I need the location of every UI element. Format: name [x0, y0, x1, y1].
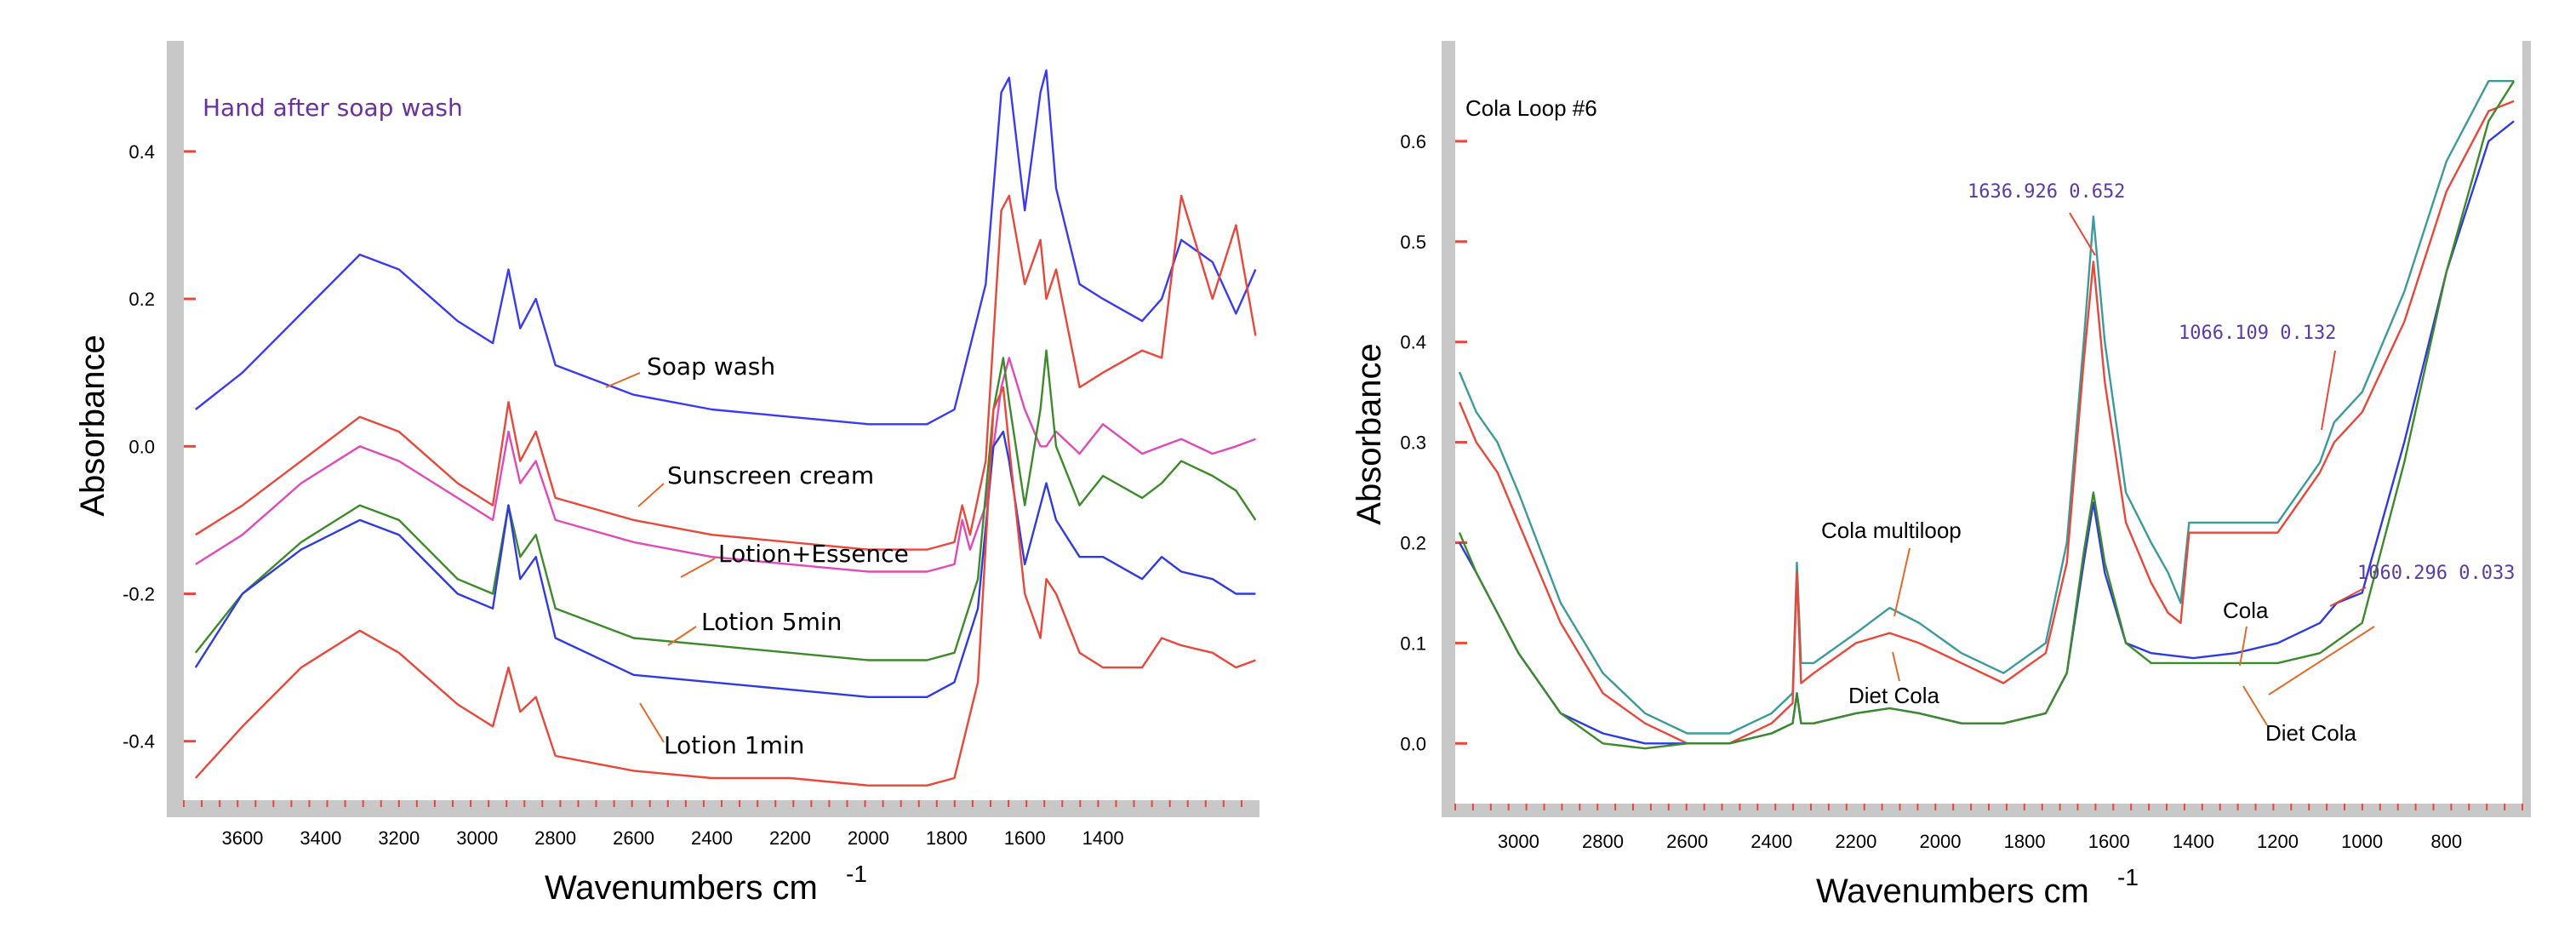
- left-x-tick-label: 3000: [456, 827, 498, 849]
- left-x-tick-label: 2400: [691, 827, 733, 849]
- right-x-tick-label: 1600: [2088, 831, 2130, 852]
- left-y-tick-label: 0.4: [129, 141, 155, 163]
- right-x-axis-sup: -1: [2117, 864, 2139, 890]
- right-x-tick-label: 2200: [1835, 831, 1876, 852]
- left-y-tick-label: 0.2: [129, 289, 155, 310]
- right-y-ticks: 0.6 0.5 0.4 0.3 0.2 0.1 0.0: [1400, 131, 1467, 754]
- right-ann-diet-cola-1: Diet Cola: [1848, 683, 1939, 708]
- left-chart: 0.4 0.2 0.0 -0.2 -0.4 3600 3400 3200 3000 2800 26…: [74, 41, 1259, 907]
- left-x-tick-label: 3200: [378, 827, 420, 849]
- left-x-axis-title: Wavenumbers cm: [545, 869, 818, 907]
- right-x-tick-label: 2600: [1666, 831, 1708, 852]
- left-x-tick-label: 3400: [300, 827, 341, 849]
- left-series: [194, 69, 1257, 787]
- right-x-tick-label: 2000: [1920, 831, 1962, 852]
- right-y-tick-label: 0.3: [1400, 432, 1426, 454]
- right-y-axis-bar: [1442, 41, 1455, 817]
- left-y-ticks: 0.4 0.2 0.0 -0.2 -0.4: [123, 141, 196, 753]
- right-plot-title: Cola Loop #6: [1465, 95, 1597, 121]
- left-ann-sunscreen: Sunscreen cream: [667, 461, 874, 489]
- right-x-tick-label: 800: [2430, 831, 2462, 852]
- right-ann-cola: Cola: [2223, 598, 2269, 623]
- right-series-line-2: [1458, 120, 2515, 745]
- left-series-line-0: [195, 69, 1257, 426]
- left-series-line-3: [194, 349, 1257, 661]
- right-x-tick-label: 1400: [2173, 831, 2214, 852]
- right-x-tick-label: 1000: [2341, 831, 2383, 852]
- left-series-line-1: [195, 194, 1257, 551]
- right-x-axis-bar: [1442, 804, 2531, 817]
- right-y-tick-label: 0.0: [1400, 733, 1426, 754]
- left-plot-title: Hand after soap wash: [203, 94, 463, 122]
- right-x-tick-label: 1800: [2004, 831, 2046, 852]
- right-series: [1458, 79, 2516, 750]
- left-x-tick-label: 2600: [613, 827, 654, 849]
- right-series-line-0: [1458, 79, 2515, 735]
- left-y-axis-title: Absorbance: [74, 335, 111, 516]
- right-ann-diet-cola-2: Diet Cola: [2265, 720, 2356, 746]
- peak-label-1060: 1060.296 0.033: [2357, 563, 2515, 584]
- right-y-tick-label: 0.2: [1400, 532, 1426, 553]
- left-ann-lotion-essence: Lotion+Essence: [718, 540, 909, 568]
- right-y-tick-label: 0.6: [1400, 131, 1426, 152]
- left-x-tick-label: 2000: [848, 827, 889, 849]
- left-x-tick-label: 2200: [769, 827, 811, 849]
- left-ann-lotion-5min: Lotion 5min: [701, 608, 842, 636]
- right-x-tick-label: 1200: [2257, 831, 2299, 852]
- left-x-axis-bar: [167, 800, 1259, 817]
- right-right-bar: [2522, 41, 2531, 817]
- right-y-tick-label: 0.5: [1400, 232, 1426, 253]
- right-series-line-1: [1458, 100, 2515, 745]
- right-y-axis-title: Absorbance: [1351, 343, 1388, 524]
- left-x-tick-label: 1800: [926, 827, 968, 849]
- left-series-line-4: [194, 430, 1256, 698]
- right-x-tick-label: 2800: [1582, 831, 1624, 852]
- peak-label-1066: 1066.109 0.132: [2179, 323, 2336, 344]
- left-x-tick-label: 1400: [1082, 827, 1124, 849]
- right-x-tick-label: 2400: [1751, 831, 1792, 852]
- left-y-tick-label: -0.2: [123, 584, 155, 605]
- left-x-tick-label: 1600: [1004, 827, 1046, 849]
- left-y-tick-label: -0.4: [123, 731, 155, 753]
- left-x-tick-label: 3600: [221, 827, 263, 849]
- left-series-line-5: [194, 386, 1256, 787]
- left-y-axis-bar: [167, 41, 184, 817]
- left-y-tick-label: 0.0: [129, 436, 155, 457]
- peak-label-1637: 1636.926 0.652: [1968, 181, 2125, 203]
- left-x-ticks: 3600 3400 3200 3000 2800 2600 2400 2200 2000 1800…: [183, 800, 1242, 849]
- right-chart: 0.6 0.5 0.4 0.3 0.2 0.1 0.0 3000 2800 2600 2400 22…: [1351, 41, 2531, 910]
- left-x-tick-label: 2800: [534, 827, 576, 849]
- left-series-line-2: [195, 357, 1256, 573]
- left-x-axis-sup: -1: [846, 861, 867, 887]
- left-ann-lotion-1min: Lotion 1min: [664, 731, 804, 759]
- right-series-line-3: [1458, 80, 2516, 750]
- right-ann-cola-multiloop: Cola multiloop: [1821, 518, 1962, 543]
- left-ann-soap-wash: Soap wash: [647, 352, 775, 381]
- right-x-tick-label: 3000: [1498, 831, 1539, 852]
- right-x-axis-title: Wavenumbers cm: [1816, 873, 2089, 910]
- right-x-ticks: 3000 2800 2600 2400 2200 2000 1800 1600 1400 1200…: [1454, 804, 2523, 852]
- right-y-tick-label: 0.4: [1400, 332, 1426, 353]
- right-y-tick-label: 0.1: [1400, 632, 1426, 654]
